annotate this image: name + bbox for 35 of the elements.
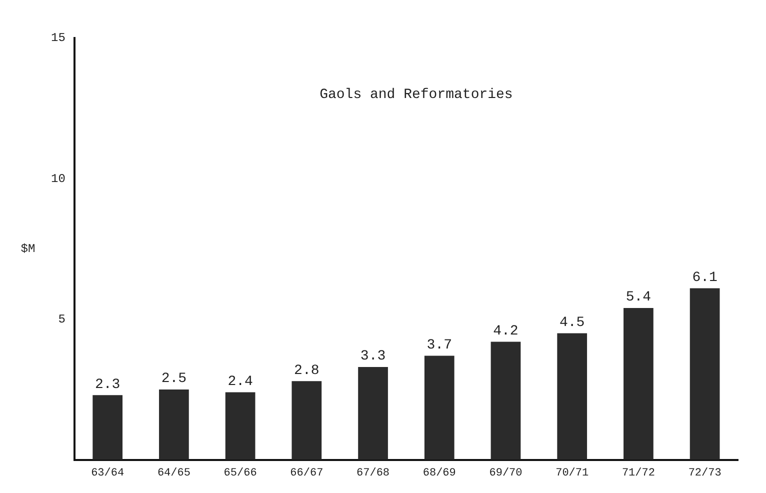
y-tick-label: 5 xyxy=(58,312,66,326)
x-tick-label: 66/67 xyxy=(290,467,324,480)
data-label: 4.2 xyxy=(493,323,518,340)
x-tick-label: 63/64 xyxy=(91,467,124,480)
data-label: 2.8 xyxy=(294,362,320,379)
x-tick-label: 69/70 xyxy=(489,467,522,480)
data-label: 4.5 xyxy=(559,314,585,331)
y-tick-label: 15 xyxy=(50,31,66,46)
x-tick-label: 70/71 xyxy=(556,467,589,480)
x-tick-label: 64/65 xyxy=(157,467,190,480)
bar xyxy=(690,288,720,460)
bar xyxy=(292,381,322,460)
bar xyxy=(424,356,454,460)
x-tick-label: 72/73 xyxy=(688,467,722,480)
data-label: 3.3 xyxy=(360,348,386,365)
bar xyxy=(159,390,189,460)
x-tick-label: 67/68 xyxy=(356,467,390,480)
data-label: 2.3 xyxy=(94,376,120,393)
data-label: 2.5 xyxy=(161,371,187,388)
y-axis-title: $M xyxy=(20,242,36,256)
bar xyxy=(92,395,123,460)
y-tick-label: 10 xyxy=(50,172,66,186)
bar xyxy=(358,367,388,460)
x-tick-label: 71/72 xyxy=(622,467,655,480)
x-tick-label: 65/66 xyxy=(224,467,257,480)
bar xyxy=(225,392,256,460)
data-label: 3.7 xyxy=(426,337,452,354)
data-label: 2.4 xyxy=(228,374,253,390)
text: Gaols and Reformatories xyxy=(320,87,513,103)
data-label: 5.4 xyxy=(626,290,652,306)
bar xyxy=(557,333,588,460)
x-tick-label: 68/69 xyxy=(422,467,456,480)
bar xyxy=(490,342,521,460)
bar xyxy=(624,308,654,460)
data-label: 6.1 xyxy=(692,270,718,286)
